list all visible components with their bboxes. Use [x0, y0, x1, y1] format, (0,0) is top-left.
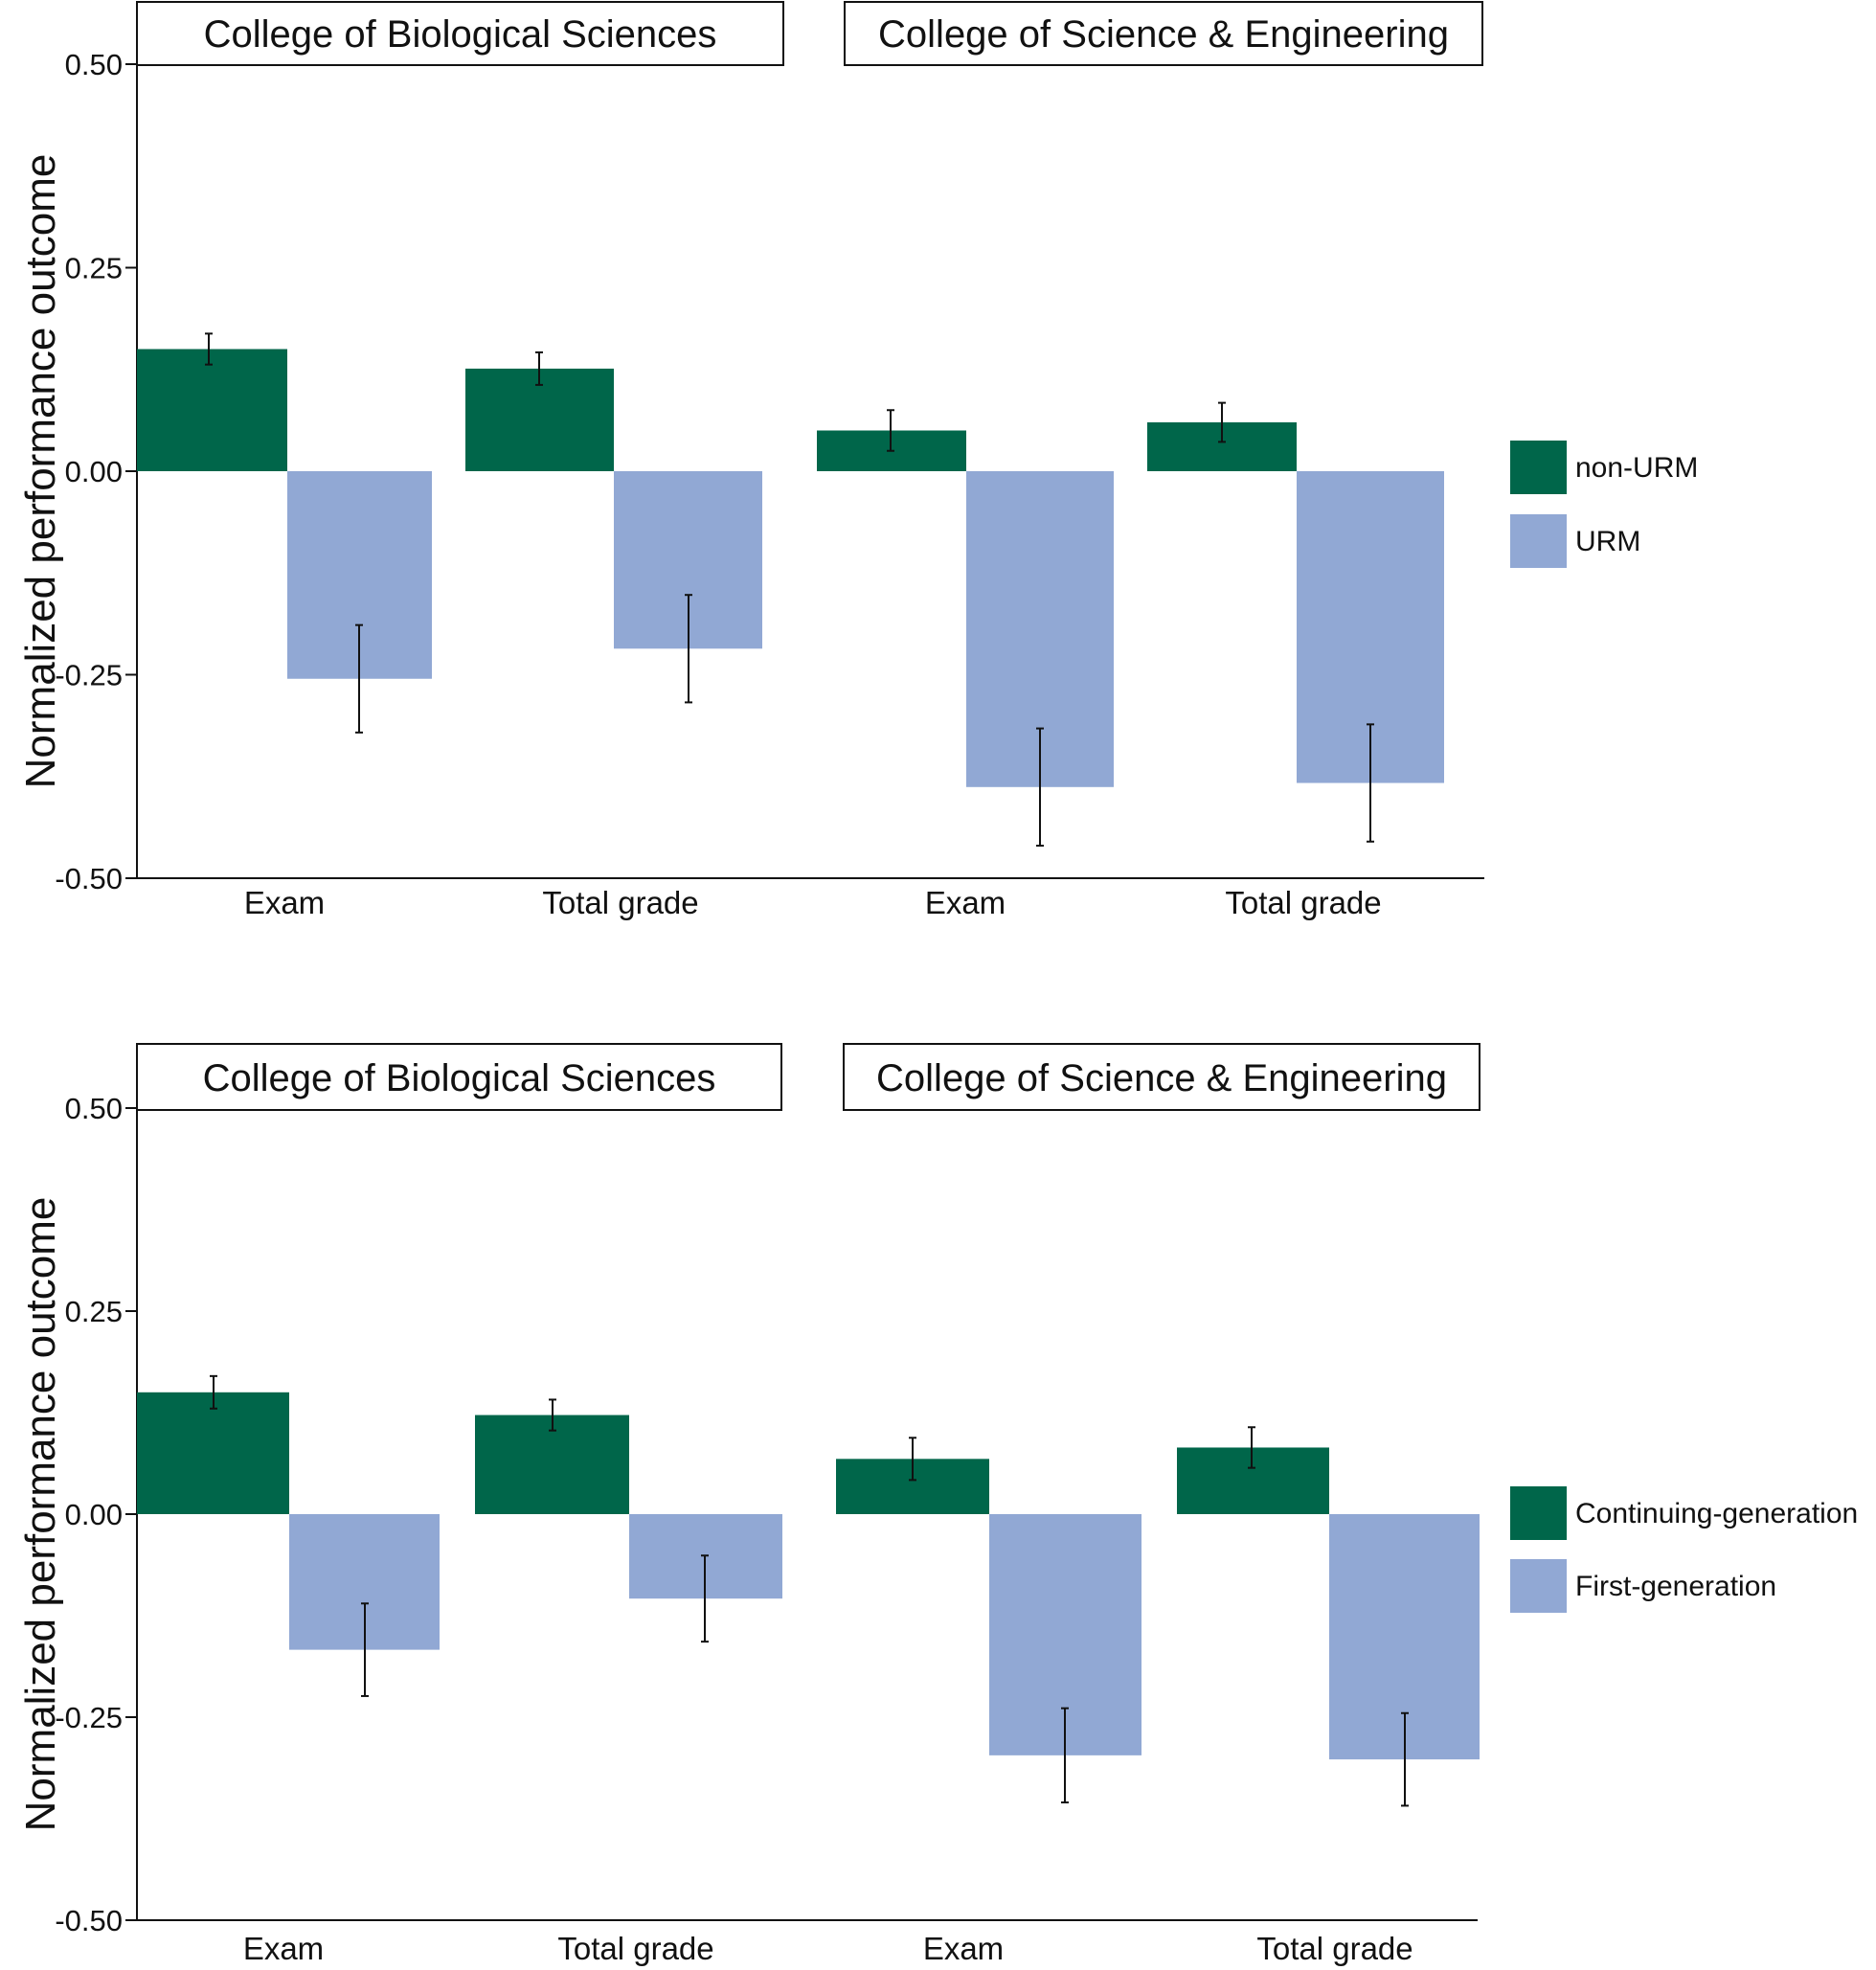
- bar-non-urm: [137, 349, 287, 471]
- category-label: Exam: [925, 885, 1006, 920]
- legend-swatch: [1510, 1559, 1567, 1613]
- chart-panel-2: 0.50 0.25 0.00 -0.25 -0.50 Normalized perform…: [17, 1043, 1858, 1966]
- category-label: Total grade: [557, 1931, 713, 1966]
- legend-label: Continuing-generation: [1575, 1498, 1858, 1529]
- bar-continuing-generation: [475, 1415, 629, 1514]
- y-tick-label: -0.50: [55, 1904, 123, 1937]
- legend-swatch: [1510, 1486, 1567, 1540]
- panel-title-box: [843, 1043, 1480, 1111]
- panel-title: College of Science & Engineering: [876, 1057, 1447, 1099]
- panel-title: College of Biological Sciences: [204, 13, 717, 56]
- legend-swatch: [1510, 514, 1567, 568]
- bar-continuing-generation: [1177, 1447, 1329, 1514]
- category-label: Exam: [923, 1931, 1004, 1966]
- y-tick-label: -0.25: [55, 659, 123, 692]
- y-tick-label: 0.50: [65, 48, 123, 81]
- y-tick-label: 0.25: [65, 1295, 123, 1328]
- y-tick-label: -0.25: [55, 1701, 123, 1734]
- y-axis-label: Normalized performance outcome: [17, 154, 64, 789]
- panel-title: College of Science & Engineering: [878, 13, 1449, 56]
- legend-label: First-generation: [1575, 1571, 1776, 1602]
- y-tick-label: 0.00: [65, 1498, 123, 1531]
- legend-swatch: [1510, 441, 1567, 494]
- legend-label: URM: [1575, 526, 1640, 557]
- y-axis-label: Normalized performance outcome: [17, 1197, 64, 1832]
- category-label: Total grade: [1256, 1931, 1413, 1966]
- y-tick-label: 0.50: [65, 1092, 123, 1125]
- y-tick-label: 0.25: [65, 252, 123, 285]
- panel-title-box: [136, 1043, 782, 1111]
- y-tick-label: -0.50: [55, 862, 123, 895]
- panel-title-box: [136, 1, 784, 66]
- chart-panel-1: 0.50 0.25 0.00 -0.25 -0.50 Normalized perform…: [17, 1, 1698, 920]
- category-label: Total grade: [542, 885, 698, 920]
- legend-label: non-URM: [1575, 452, 1698, 484]
- y-tick-label: 0.00: [65, 455, 123, 488]
- category-label: Exam: [244, 885, 325, 920]
- panel-title-box: [844, 1, 1483, 66]
- bar-continuing-generation: [137, 1392, 289, 1514]
- category-label: Total grade: [1225, 885, 1381, 920]
- category-label: Exam: [243, 1931, 324, 1966]
- panel-title: College of Biological Sciences: [203, 1057, 716, 1099]
